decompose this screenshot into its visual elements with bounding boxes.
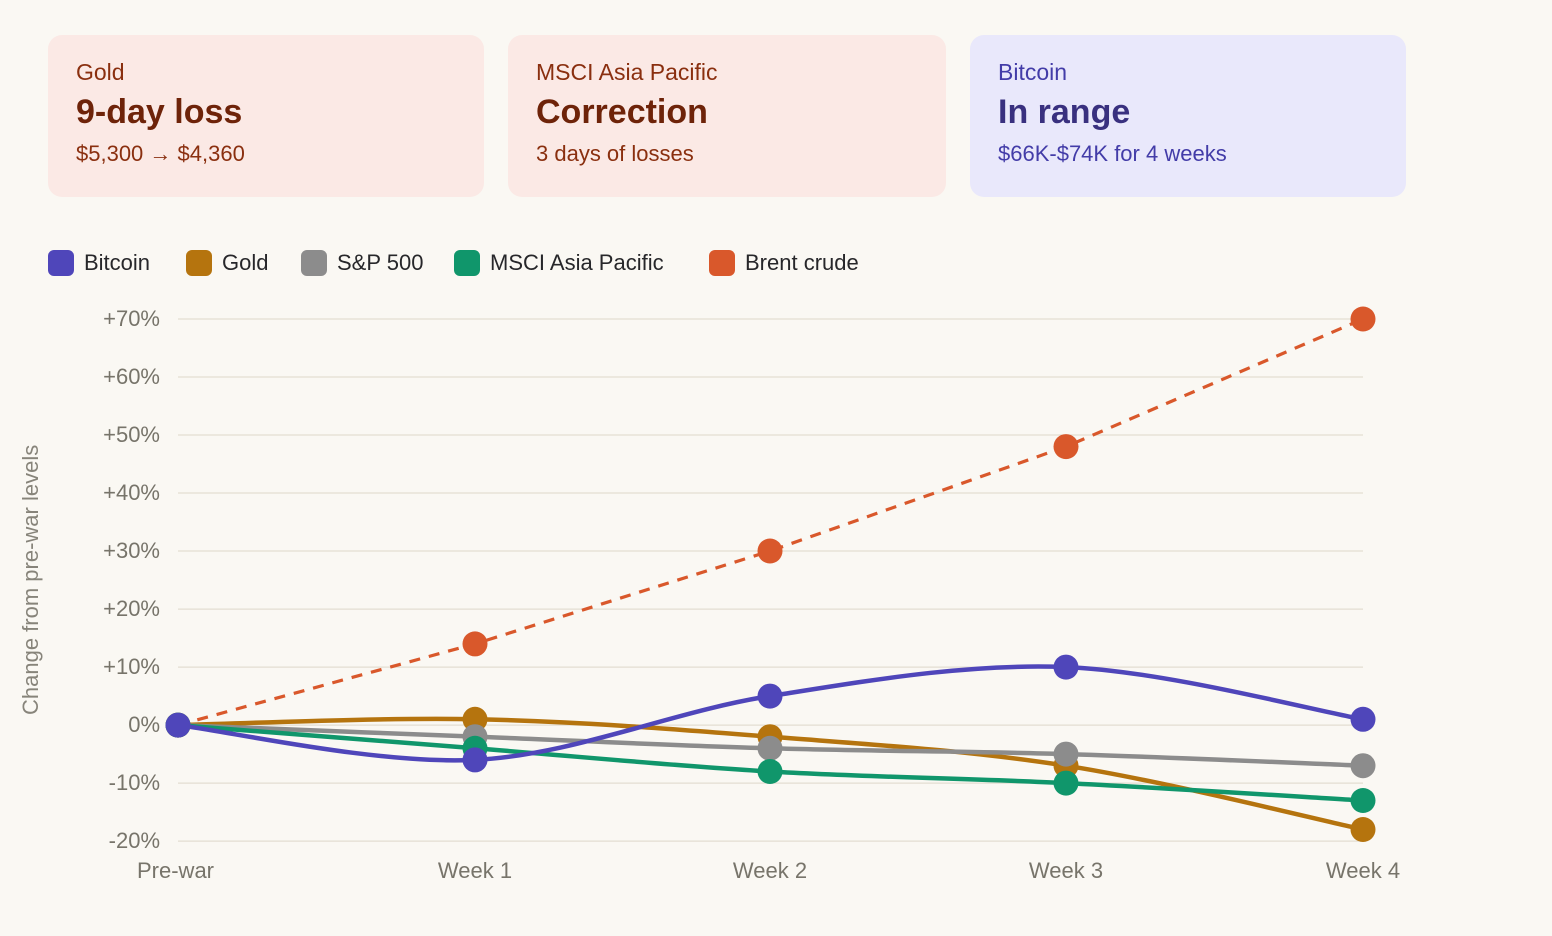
- svg-text:Week 2: Week 2: [733, 858, 807, 883]
- svg-text:Pre-war: Pre-war: [137, 858, 214, 883]
- svg-text:Week 4: Week 4: [1326, 858, 1400, 883]
- svg-text:+20%: +20%: [103, 596, 160, 621]
- svg-text:+40%: +40%: [103, 480, 160, 505]
- svg-text:-20%: -20%: [109, 828, 160, 853]
- svg-text:+10%: +10%: [103, 654, 160, 679]
- svg-text:+70%: +70%: [103, 306, 160, 331]
- svg-text:Week 3: Week 3: [1029, 858, 1103, 883]
- svg-text:Week 1: Week 1: [438, 858, 512, 883]
- svg-text:-10%: -10%: [109, 770, 160, 795]
- svg-text:+60%: +60%: [103, 364, 160, 389]
- svg-text:+50%: +50%: [103, 422, 160, 447]
- svg-text:+30%: +30%: [103, 538, 160, 563]
- svg-text:0%: 0%: [128, 712, 160, 737]
